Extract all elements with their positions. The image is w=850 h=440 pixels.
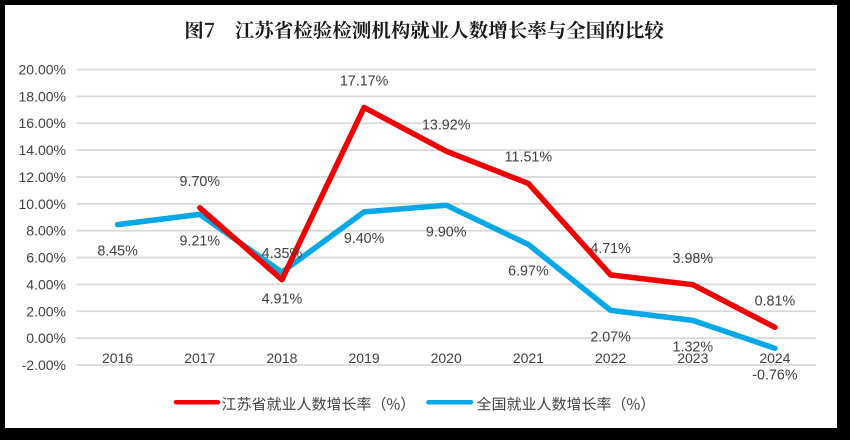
svg-text:2016: 2016 (102, 350, 133, 366)
svg-text:4.00%: 4.00% (26, 276, 66, 292)
svg-text:6.97%: 6.97% (508, 264, 549, 280)
svg-text:16.00%: 16.00% (19, 115, 66, 131)
svg-text:2.00%: 2.00% (26, 303, 66, 319)
svg-text:17.17%: 17.17% (340, 74, 389, 90)
svg-text:9.21%: 9.21% (180, 234, 221, 250)
svg-text:6.00%: 6.00% (26, 250, 66, 266)
svg-text:4.91%: 4.91% (262, 291, 303, 307)
svg-text:4.71%: 4.71% (590, 241, 631, 257)
svg-text:2020: 2020 (431, 350, 462, 366)
svg-text:18.00%: 18.00% (19, 88, 66, 104)
svg-text:9.70%: 9.70% (180, 174, 221, 190)
svg-text:0.81%: 0.81% (755, 293, 796, 309)
svg-text:2024: 2024 (759, 350, 790, 366)
svg-text:2019: 2019 (349, 350, 380, 366)
svg-text:14.00%: 14.00% (19, 142, 66, 158)
svg-text:4.35%: 4.35% (262, 246, 303, 262)
svg-text:8.00%: 8.00% (26, 223, 66, 239)
svg-text:1.32%: 1.32% (673, 340, 714, 356)
svg-text:8.45%: 8.45% (97, 244, 138, 260)
svg-text:11.51%: 11.51% (505, 150, 553, 166)
svg-text:2017: 2017 (184, 350, 215, 366)
svg-text:3.98%: 3.98% (673, 251, 714, 267)
svg-text:2.07%: 2.07% (590, 329, 631, 345)
svg-text:-2.00%: -2.00% (22, 357, 66, 373)
svg-text:9.90%: 9.90% (426, 224, 467, 240)
svg-text:2021: 2021 (513, 350, 544, 366)
svg-text:2018: 2018 (266, 350, 297, 366)
svg-text:2022: 2022 (595, 350, 626, 366)
svg-text:12.00%: 12.00% (19, 169, 66, 185)
svg-text:9.40%: 9.40% (344, 231, 385, 247)
svg-text:2023: 2023 (677, 350, 708, 366)
svg-text:0.00%: 0.00% (26, 330, 66, 346)
svg-text:13.92%: 13.92% (422, 117, 471, 133)
svg-text:10.00%: 10.00% (19, 196, 66, 212)
svg-text:20.00%: 20.00% (19, 62, 66, 78)
svg-text:-0.76%: -0.76% (752, 367, 798, 383)
